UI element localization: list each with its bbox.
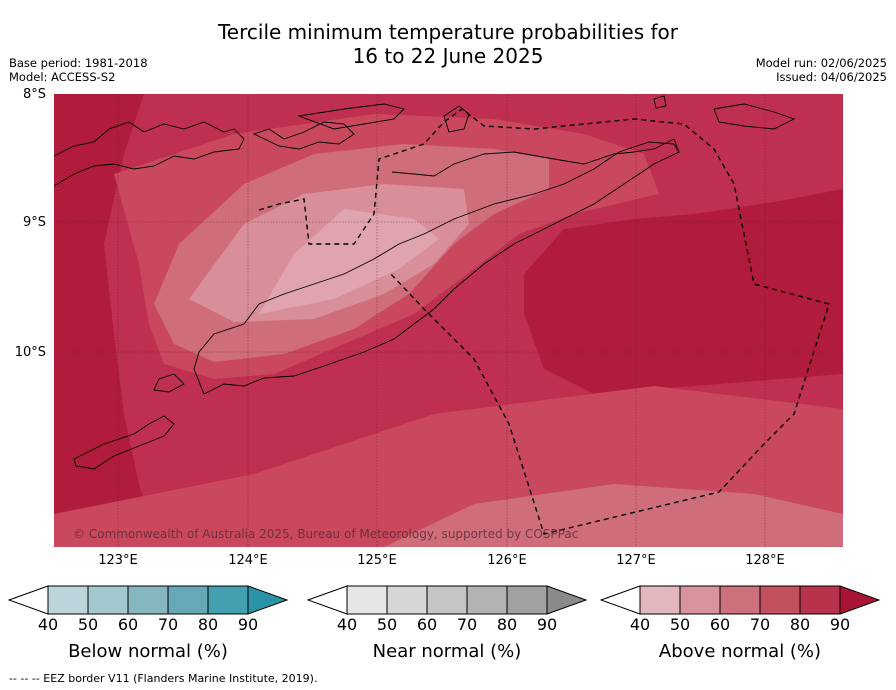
meta-right: Model run: 02/06/2025 Issued: 04/06/2025 — [756, 56, 887, 84]
near-tick-70: 70 — [456, 615, 478, 634]
model-run: Model run: 02/06/2025 — [755, 56, 887, 70]
graticule — [54, 94, 843, 547]
above-tick-90: 90 — [829, 615, 851, 634]
below-tick-50: 50 — [77, 615, 99, 634]
title-line-2: 16 to 22 June 2025 — [352, 44, 544, 68]
near-tick-60: 60 — [416, 615, 438, 634]
lon-label-126e: 126°E — [487, 553, 527, 568]
below-normal-colorbar — [8, 585, 289, 615]
timor-coast — [193, 141, 680, 395]
below-tick-60: 60 — [117, 615, 139, 634]
model-name: Model: ACCESS-S2 — [9, 70, 116, 84]
flores-coast — [54, 121, 245, 187]
above-normal-colorbar — [600, 585, 881, 615]
eez-footer-note: -- -- -- EEZ border V11 (Flanders Marine… — [9, 672, 318, 685]
title-line-1: Tercile minimum temperature probabilitie… — [217, 20, 679, 44]
copyright-notice: © Commonwealth of Australia 2025, Bureau… — [73, 527, 579, 541]
above-tick-70: 70 — [749, 615, 771, 634]
small-island-a — [653, 95, 667, 109]
above-normal-label: Above normal (%) — [658, 641, 822, 662]
below-tick-70: 70 — [157, 615, 179, 634]
lon-label-125e: 125°E — [357, 553, 397, 568]
lon-label-124e: 124°E — [228, 553, 268, 568]
below-tick-90: 90 — [237, 615, 259, 634]
above-normal-60-south-band — [384, 484, 843, 547]
near-normal-colorbar — [307, 585, 588, 615]
lat-label-8s: 8°S — [22, 87, 46, 102]
alor-coast — [252, 121, 355, 150]
issued-date: Issued: 04/06/2025 — [776, 70, 887, 84]
near-tick-40: 40 — [336, 615, 358, 634]
sumba-coast — [73, 415, 175, 470]
probability-map — [54, 94, 843, 547]
timor-north-coast — [391, 138, 680, 177]
below-tick-80: 80 — [197, 615, 219, 634]
below-tick-40: 40 — [37, 615, 59, 634]
near-normal-label: Near normal (%) — [372, 641, 522, 662]
above-tick-60: 60 — [709, 615, 731, 634]
base-period: Base period: 1981-2018 — [9, 56, 148, 70]
above-tick-40: 40 — [629, 615, 651, 634]
wetar-coast — [297, 103, 405, 130]
atauro-coast — [443, 105, 470, 133]
below-normal-label: Below normal (%) — [68, 641, 228, 662]
lon-label-127e: 127°E — [616, 553, 656, 568]
rote-coast — [153, 373, 185, 393]
lat-label-10s: 10°S — [14, 345, 46, 360]
meta-left: Base period: 1981-2018 Model: ACCESS-S2 — [9, 56, 148, 84]
small-island-b — [713, 103, 796, 130]
near-tick-50: 50 — [376, 615, 398, 634]
near-tick-80: 80 — [496, 615, 518, 634]
lon-label-123e: 123°E — [98, 553, 138, 568]
eez-border — [258, 108, 830, 535]
map-title: Tercile minimum temperature probabilitie… — [0, 20, 896, 68]
lon-label-128e: 128°E — [745, 553, 785, 568]
near-tick-90: 90 — [536, 615, 558, 634]
coastlines — [54, 95, 796, 470]
lat-label-9s: 9°S — [22, 215, 46, 230]
above-tick-80: 80 — [789, 615, 811, 634]
above-tick-50: 50 — [669, 615, 691, 634]
